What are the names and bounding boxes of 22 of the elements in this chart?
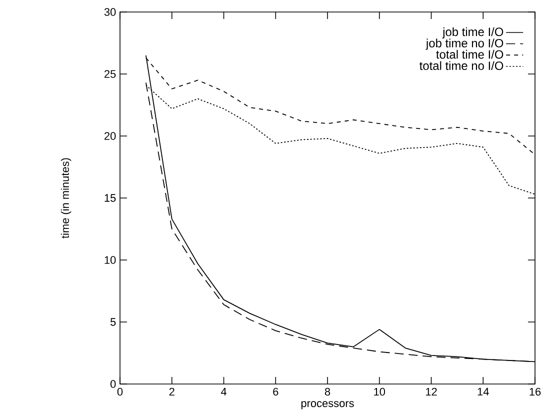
legend-label: total time I/O (436, 50, 504, 59)
legend-label: job time no I/O (426, 38, 504, 50)
x-tick-label: 8 (324, 388, 330, 396)
y-tick-label: 5 (110, 318, 116, 326)
y-tick-label: 10 (104, 256, 116, 264)
legend-label: job time I/O (442, 27, 504, 39)
y-tick-label: 15 (104, 194, 116, 202)
x-tick-label: 10 (374, 388, 386, 396)
x-tick-label: 6 (273, 388, 278, 396)
y-tick-label: 30 (104, 8, 116, 16)
x-tick-label: 12 (426, 388, 437, 396)
x-tick-label: 0 (117, 388, 123, 396)
legend-label: total time no I/O (420, 61, 504, 70)
x-tick-label: 2 (169, 388, 174, 396)
x-tick-label: 14 (478, 388, 489, 396)
y-axis-title: time (in minutes) (60, 158, 72, 238)
x-tick-label: 4 (220, 388, 226, 396)
x-tick-label: 16 (530, 388, 541, 396)
y-tick-label: 0 (110, 380, 116, 388)
y-tick-label: 20 (104, 132, 116, 140)
y-tick-label: 25 (104, 70, 116, 78)
x-axis-title: processors (301, 401, 354, 410)
